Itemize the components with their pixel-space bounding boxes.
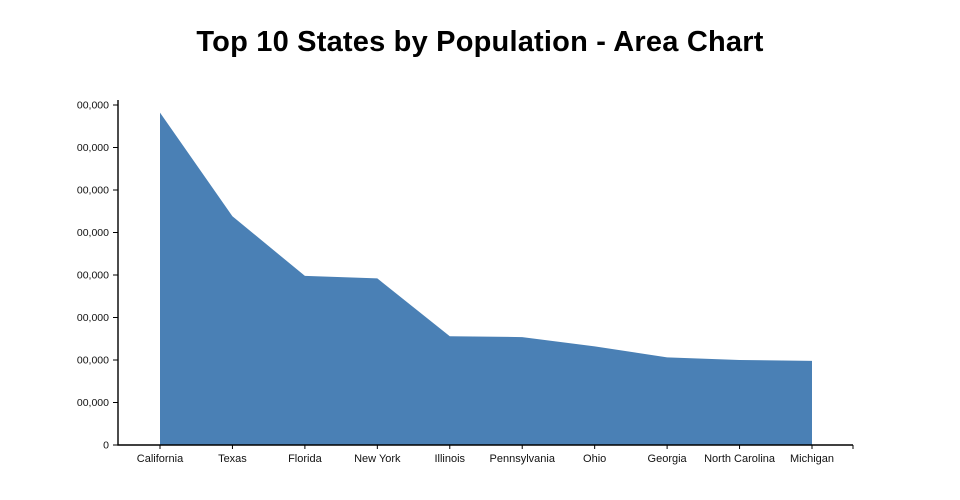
y-tick-label: 00,000 — [77, 142, 109, 154]
y-tick-label: 00,000 — [77, 185, 109, 197]
area-series — [160, 112, 812, 445]
x-tick-label: Florida — [288, 453, 323, 465]
x-tick-label: Ohio — [583, 453, 606, 465]
y-tick-label: 00,000 — [77, 312, 109, 324]
x-tick-label: Texas — [218, 453, 247, 465]
y-tick-label: 00,000 — [77, 355, 109, 367]
y-tick-label: 0 — [103, 440, 109, 452]
x-tick-label: New York — [354, 453, 401, 465]
x-tick-label: Pennsylvania — [490, 453, 556, 465]
x-tick-label: North Carolina — [704, 453, 776, 465]
x-tick-label: Michigan — [790, 453, 834, 465]
y-tick-label: 00,000 — [77, 397, 109, 409]
x-tick-label: California — [137, 453, 184, 465]
y-tick-label: 00,000 — [77, 227, 109, 239]
y-tick-label: 00,000 — [77, 270, 109, 282]
x-tick-label: Illinois — [434, 453, 465, 465]
x-tick-label: Georgia — [648, 453, 688, 465]
chart-title: Top 10 States by Population - Area Chart — [196, 26, 764, 58]
y-tick-label: 00,000 — [77, 100, 109, 112]
